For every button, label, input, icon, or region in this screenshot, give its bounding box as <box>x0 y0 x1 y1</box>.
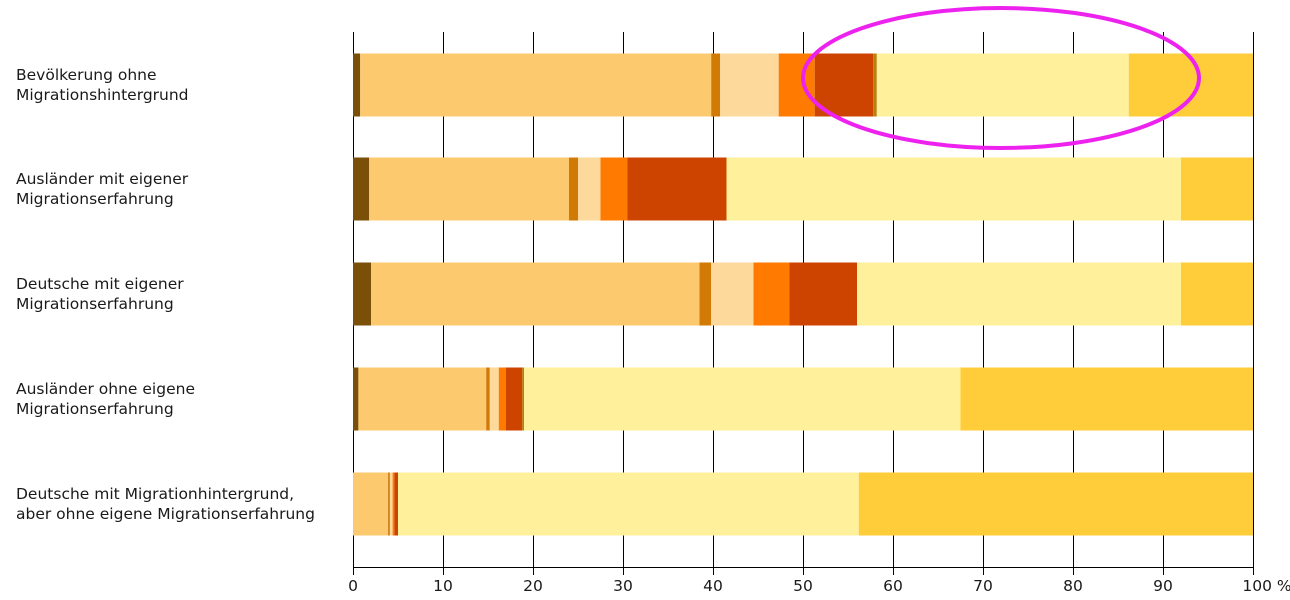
bar-segment <box>1181 157 1253 221</box>
bar-segment <box>392 472 395 536</box>
bar-segment <box>371 262 700 326</box>
bar-segment <box>353 367 359 431</box>
x-axis: 0 10 20 30 40 50 60 70 80 90 100 % <box>348 567 1290 595</box>
bars <box>353 53 1253 536</box>
bar-segment <box>389 472 393 536</box>
bar-segment <box>726 157 1181 221</box>
bar-segment <box>711 262 754 326</box>
bar-segment <box>522 367 524 431</box>
bar-segment <box>489 367 499 431</box>
bar-segment <box>960 367 1253 431</box>
category-label: Ausländer ohne eigene Migrationserfahrung <box>16 380 195 418</box>
bar-segment <box>353 262 371 326</box>
bar-segment <box>699 262 712 326</box>
bar-segment <box>627 157 727 221</box>
bar-segment <box>486 367 490 431</box>
bar-segment <box>858 472 1253 536</box>
bar-segment <box>498 367 506 431</box>
category-label: Deutsche mit eigener Migrationserfahrung <box>16 275 184 313</box>
bar-segment <box>394 472 398 536</box>
bar-segment <box>876 53 1129 117</box>
bar-segment <box>524 367 961 431</box>
category-label: Ausländer mit eigener Migrationserfahrung <box>16 170 189 208</box>
highlight-annotation <box>801 6 1201 150</box>
bar-segment <box>358 367 487 431</box>
x-tick-label: 20 <box>523 577 543 595</box>
x-tick-label: 90 <box>1153 577 1173 595</box>
x-tick-label: 80 <box>1063 577 1083 595</box>
bar-segment <box>720 53 779 117</box>
bar-segment <box>1128 53 1253 117</box>
bar-segment <box>569 157 578 221</box>
bar-segment <box>353 472 389 536</box>
x-tick-label: 60 <box>883 577 903 595</box>
x-tick-label: 50 <box>793 577 813 595</box>
bar-segment <box>1181 262 1253 326</box>
bar-segment <box>789 262 857 326</box>
x-tick-label: 10 <box>433 577 453 595</box>
category-label: Bevölkerung ohne Migrationshintergrund <box>16 66 189 104</box>
bar-segment <box>814 53 874 117</box>
bar-segment <box>388 472 390 536</box>
x-tick-label: 100 % <box>1242 577 1290 595</box>
bar-segment <box>873 53 877 117</box>
x-tick-label: 40 <box>703 577 723 595</box>
x-tick-label: 0 <box>348 577 358 595</box>
bar-segment <box>398 472 859 536</box>
x-tick-label: 30 <box>613 577 633 595</box>
bar-segment <box>360 53 712 117</box>
highlight-ellipse <box>801 6 1201 150</box>
bar-segment <box>506 367 523 431</box>
bar-segment <box>353 53 361 117</box>
bar-segment <box>711 53 721 117</box>
category-labels: Bevölkerung ohne Migrationshintergrund Aus… <box>16 66 315 523</box>
bar-segment <box>857 262 1181 326</box>
bar-segment <box>600 157 628 221</box>
x-tick-label: 70 <box>973 577 993 595</box>
bar-segment <box>753 262 790 326</box>
bar-segment <box>578 157 601 221</box>
bar-segment <box>369 157 569 221</box>
category-label: Deutsche mit Migrationhintergrund, aber o… <box>16 485 315 523</box>
bar-segment <box>353 157 370 221</box>
